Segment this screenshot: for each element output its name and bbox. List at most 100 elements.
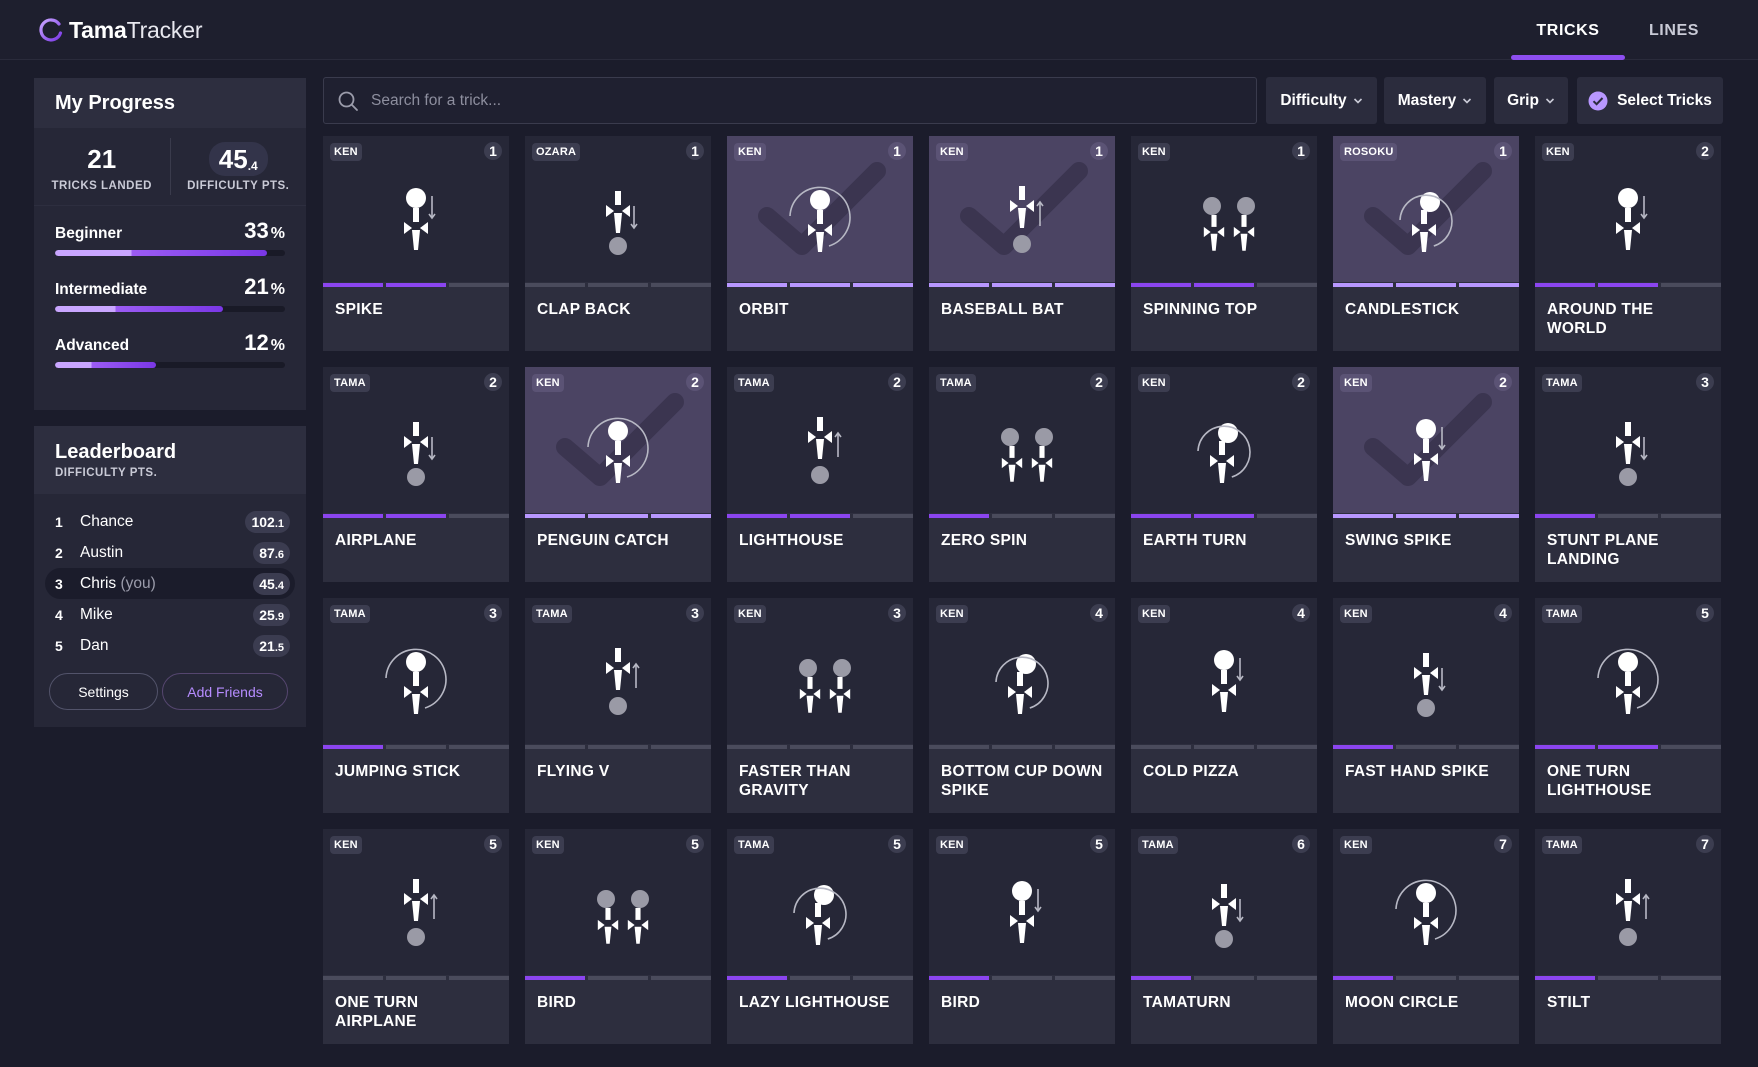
- bird-icon: [597, 890, 649, 944]
- mastery-segment: [1396, 745, 1456, 749]
- trick-card[interactable]: KEN 1 Spike: [323, 136, 509, 351]
- trick-category: KEN: [532, 374, 564, 392]
- trick-name: Cold Pizza: [1143, 763, 1239, 780]
- trick-card[interactable]: TAMA 6 Tamaturn: [1131, 829, 1317, 1044]
- mastery-segment: [588, 976, 648, 980]
- mastery-segment: [1194, 745, 1254, 749]
- trick-card[interactable]: TAMA 3 Flying V: [525, 598, 711, 813]
- mastery-segment: [1459, 745, 1519, 749]
- mastery-segment: [1257, 514, 1317, 518]
- mastery-segment: [1257, 283, 1317, 287]
- mastery-progress: [525, 283, 711, 287]
- trick-card[interactable]: KEN 5 Bird: [525, 829, 711, 1044]
- mastery-segment: [525, 283, 585, 287]
- trick-card[interactable]: KEN 1 Baseball Bat: [929, 136, 1115, 351]
- mastery-segment: [386, 745, 446, 749]
- mastery-segment: [929, 283, 989, 287]
- top-bar: TamaTracker TRICKS LINES: [0, 0, 1758, 60]
- mastery-segment: [992, 283, 1052, 287]
- trick-name: Flying V: [537, 763, 610, 780]
- trick-card[interactable]: KEN 4 Fast Hand Spike: [1333, 598, 1519, 813]
- mastery-segment: [1131, 514, 1191, 518]
- tab-lines[interactable]: LINES: [1648, 22, 1700, 39]
- mastery-progress: [929, 976, 1115, 980]
- trick-card[interactable]: KEN 7 Moon Circle: [1333, 829, 1519, 1044]
- trick-card[interactable]: KEN 5 Bird: [929, 829, 1115, 1044]
- trick-category: TAMA: [734, 374, 774, 392]
- select-tricks-button[interactable]: Select Tricks: [1577, 77, 1723, 124]
- leaderboard-row[interactable]: 1 Chance 102.1: [45, 506, 295, 537]
- trick-card[interactable]: TAMA 2 Zero Spin: [929, 367, 1115, 582]
- leaderboard-panel: Leaderboard DIFFICULTY PTS. 1 Chance 102.…: [34, 426, 306, 727]
- mastery-segment: [1535, 976, 1595, 980]
- stunt-plane-landing-icon: [1616, 422, 1648, 486]
- mastery-segment: [323, 283, 383, 287]
- trick-card[interactable]: TAMA 3 Stunt Plane Landing: [1535, 367, 1721, 582]
- mastery-progress: [323, 283, 509, 287]
- trick-card[interactable]: TAMA 2 Lighthouse: [727, 367, 913, 582]
- trick-card[interactable]: KEN 1 Orbit: [727, 136, 913, 351]
- mastery-progress: [929, 283, 1115, 287]
- leaderboard-name: Mike: [80, 605, 113, 623]
- mastery-segment: [386, 976, 446, 980]
- mastery-segment: [790, 745, 850, 749]
- mastery-segment: [1661, 283, 1721, 287]
- check-circle-icon: [1588, 91, 1608, 110]
- chevron-down-icon: [1545, 97, 1555, 104]
- trick-level: 5: [686, 835, 704, 853]
- leaderboard-row[interactable]: 3 Chris (you) 45.4: [45, 568, 295, 599]
- level-percent: 21%: [244, 274, 285, 299]
- trick-category: KEN: [1542, 143, 1574, 161]
- trick-card[interactable]: TAMA 5 Lazy Lighthouse: [727, 829, 913, 1044]
- trick-card[interactable]: KEN 4 Cold Pizza: [1131, 598, 1317, 813]
- trick-card[interactable]: OZARA 1 Clap Back: [525, 136, 711, 351]
- difficulty-filter[interactable]: Difficulty: [1266, 77, 1377, 124]
- trick-card[interactable]: KEN 5 One Turn Airplane: [323, 829, 509, 1044]
- zero-spin-icon: [1001, 428, 1053, 482]
- trick-card[interactable]: KEN 3 Faster Than Gravity: [727, 598, 913, 813]
- leaderboard-row[interactable]: 5 Dan 21.5: [45, 630, 295, 661]
- trick-category: OZARA: [532, 143, 581, 161]
- tab-tricks[interactable]: TRICKS: [1511, 0, 1625, 60]
- trick-card[interactable]: KEN 1 Spinning Top: [1131, 136, 1317, 351]
- mastery-progress: [929, 745, 1115, 749]
- mastery-progress: [727, 514, 913, 518]
- progress-panel: My Progress 21 TRICKS LANDED 45.4 DIFFIC…: [34, 78, 306, 410]
- trick-card[interactable]: TAMA 3 Jumping Stick: [323, 598, 509, 813]
- trick-level: 1: [1494, 142, 1512, 160]
- settings-button[interactable]: Settings: [49, 673, 158, 710]
- app-logo[interactable]: TamaTracker: [39, 14, 202, 46]
- mastery-segment: [1598, 514, 1658, 518]
- mastery-filter[interactable]: Mastery: [1384, 77, 1486, 124]
- mastery-segment: [1055, 283, 1115, 287]
- leaderboard-row[interactable]: 4 Mike 25.9: [45, 599, 295, 630]
- trick-card[interactable]: KEN 2 Earth Turn: [1131, 367, 1317, 582]
- trick-card[interactable]: TAMA 2 Airplane: [323, 367, 509, 582]
- mastery-progress: [1535, 976, 1721, 980]
- leaderboard-row[interactable]: 2 Austin 87.6: [45, 537, 295, 568]
- tricks-landed-label: TRICKS LANDED: [51, 180, 152, 192]
- chevron-down-icon: [1463, 97, 1472, 104]
- spike-icon: [404, 188, 436, 250]
- add-friends-button[interactable]: Add Friends: [162, 673, 288, 710]
- leaderboard-score: 21.5: [253, 634, 290, 657]
- trick-card[interactable]: TAMA 5 One Turn Lighthouse: [1535, 598, 1721, 813]
- trick-category: TAMA: [330, 605, 370, 623]
- trick-level: 4: [1494, 604, 1512, 622]
- trick-category: KEN: [1340, 836, 1372, 854]
- trick-card[interactable]: KEN 2 Around the World: [1535, 136, 1721, 351]
- mastery-segment: [651, 745, 711, 749]
- grip-filter[interactable]: Grip: [1494, 77, 1568, 124]
- mastery-progress: [525, 514, 711, 518]
- trick-card[interactable]: TAMA 7 Stilt: [1535, 829, 1721, 1044]
- trick-card[interactable]: KEN 4 Bottom Cup Down Spike: [929, 598, 1115, 813]
- mastery-segment: [449, 283, 509, 287]
- leaderboard-score: 25.9: [253, 603, 290, 626]
- trick-card[interactable]: ROSOKU 1 Candlestick: [1333, 136, 1519, 351]
- trick-card[interactable]: KEN 2 Penguin Catch: [525, 367, 711, 582]
- mastery-segment: [1598, 745, 1658, 749]
- search-input[interactable]: [371, 78, 1256, 123]
- trick-name: Stilt: [1547, 994, 1591, 1011]
- mastery-segment: [727, 283, 787, 287]
- trick-card[interactable]: KEN 2 Swing Spike: [1333, 367, 1519, 582]
